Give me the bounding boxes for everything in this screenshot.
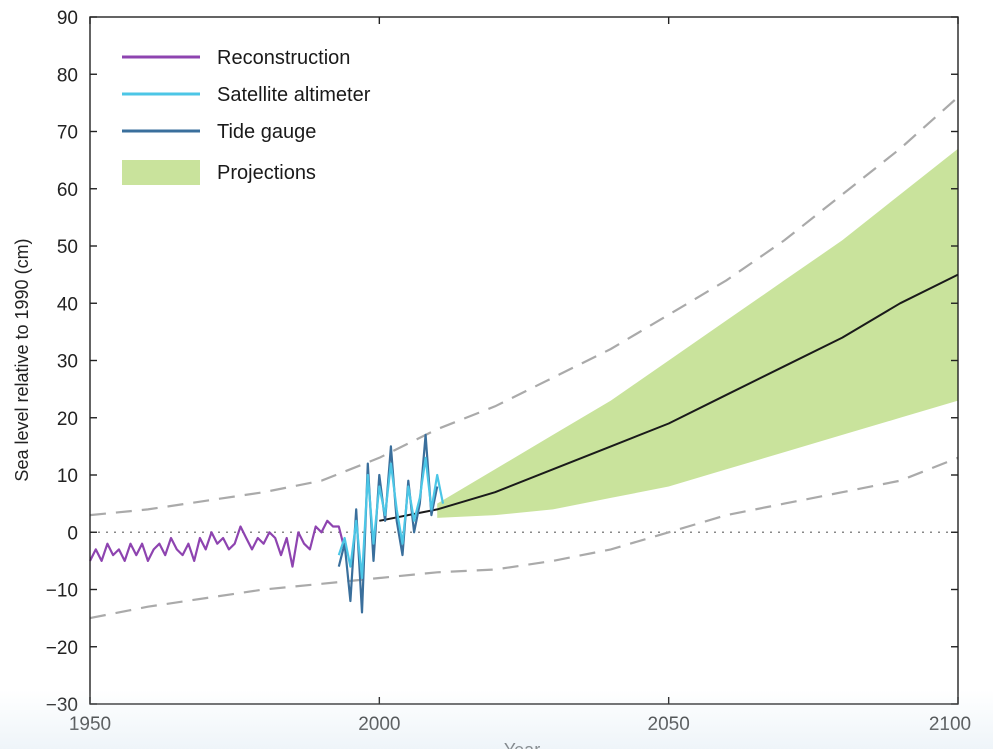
bound-lines-layer	[89, 96, 959, 620]
y-axis-title: Sea level relative to 1990 (cm)	[12, 238, 32, 481]
tide-gauge-legend-label: Tide gauge	[217, 121, 316, 143]
x-tick-label: 2050	[648, 714, 690, 735]
projections-legend-label: Projections	[217, 162, 316, 184]
x-tick-label: 1950	[69, 714, 111, 735]
y-tick-label: 80	[57, 65, 78, 86]
x-tick-label: 2100	[929, 714, 971, 735]
reconstruction-series-line	[89, 519, 346, 568]
projection-band-layer	[437, 148, 958, 518]
y-tick-label: −30	[46, 695, 78, 716]
y-tick-label: 0	[67, 523, 78, 544]
y-tick-label: −10	[46, 581, 78, 602]
projections-band	[437, 148, 958, 518]
legend: Reconstruction Satellite altimeter Tide ga…	[122, 47, 371, 185]
reconstruction-legend-label: Reconstruction	[217, 47, 350, 69]
y-tick-label: 40	[57, 294, 78, 315]
series-layer	[89, 273, 959, 614]
satellite-altimeter-legend-label: Satellite altimeter	[217, 84, 371, 106]
x-axis-title: Year	[504, 740, 540, 749]
y-tick-label: 90	[57, 8, 78, 29]
y-tick-label: 20	[57, 409, 78, 430]
projections-legend-swatch	[122, 160, 200, 185]
upper-bound-dashed-line	[89, 96, 959, 517]
y-tick-label: 70	[57, 123, 78, 144]
x-tick-label: 2000	[358, 714, 400, 735]
tide-gauge-series-line	[337, 433, 439, 614]
projection-median-series-line	[379, 273, 959, 522]
y-tick-label: 30	[57, 352, 78, 373]
lower-bound-dashed-line	[89, 456, 959, 620]
y-tick-label: −20	[46, 638, 78, 659]
satellite-altimeter-series-line	[337, 456, 445, 580]
y-tick-label: 50	[57, 237, 78, 258]
y-tick-label: 60	[57, 180, 78, 201]
y-tick-label: 10	[57, 466, 78, 487]
